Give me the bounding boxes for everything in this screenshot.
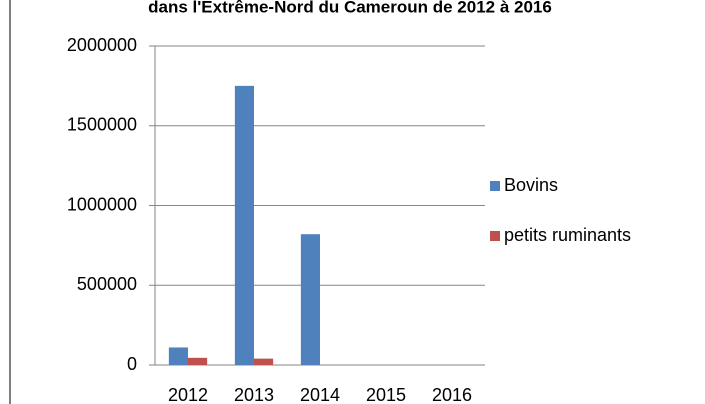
x-tick-label: 2015 [366, 385, 406, 404]
x-tick-label: 2013 [234, 385, 274, 404]
bar [234, 85, 254, 365]
legend-swatch [490, 181, 500, 191]
y-tick-label: 2000000 [67, 35, 137, 55]
bar [168, 347, 188, 365]
y-tick-label: 500000 [77, 274, 137, 294]
x-tick-label: 2016 [432, 385, 472, 404]
chart-frame [9, 0, 11, 404]
y-tick-label: 1000000 [67, 194, 137, 214]
legend-label: Bovins [504, 175, 558, 195]
legend-label: petits ruminants [504, 225, 631, 245]
bar [188, 357, 208, 365]
y-tick-label: 0 [127, 354, 137, 374]
x-tick-label: 2014 [300, 385, 340, 404]
y-tick-label: 1500000 [67, 115, 137, 135]
bar [254, 358, 274, 365]
chart-title: dans l'Extrême-Nord du Cameroun de 2012 … [148, 0, 552, 16]
bar [300, 234, 320, 365]
legend-swatch [490, 231, 500, 241]
x-tick-label: 2012 [168, 385, 208, 404]
